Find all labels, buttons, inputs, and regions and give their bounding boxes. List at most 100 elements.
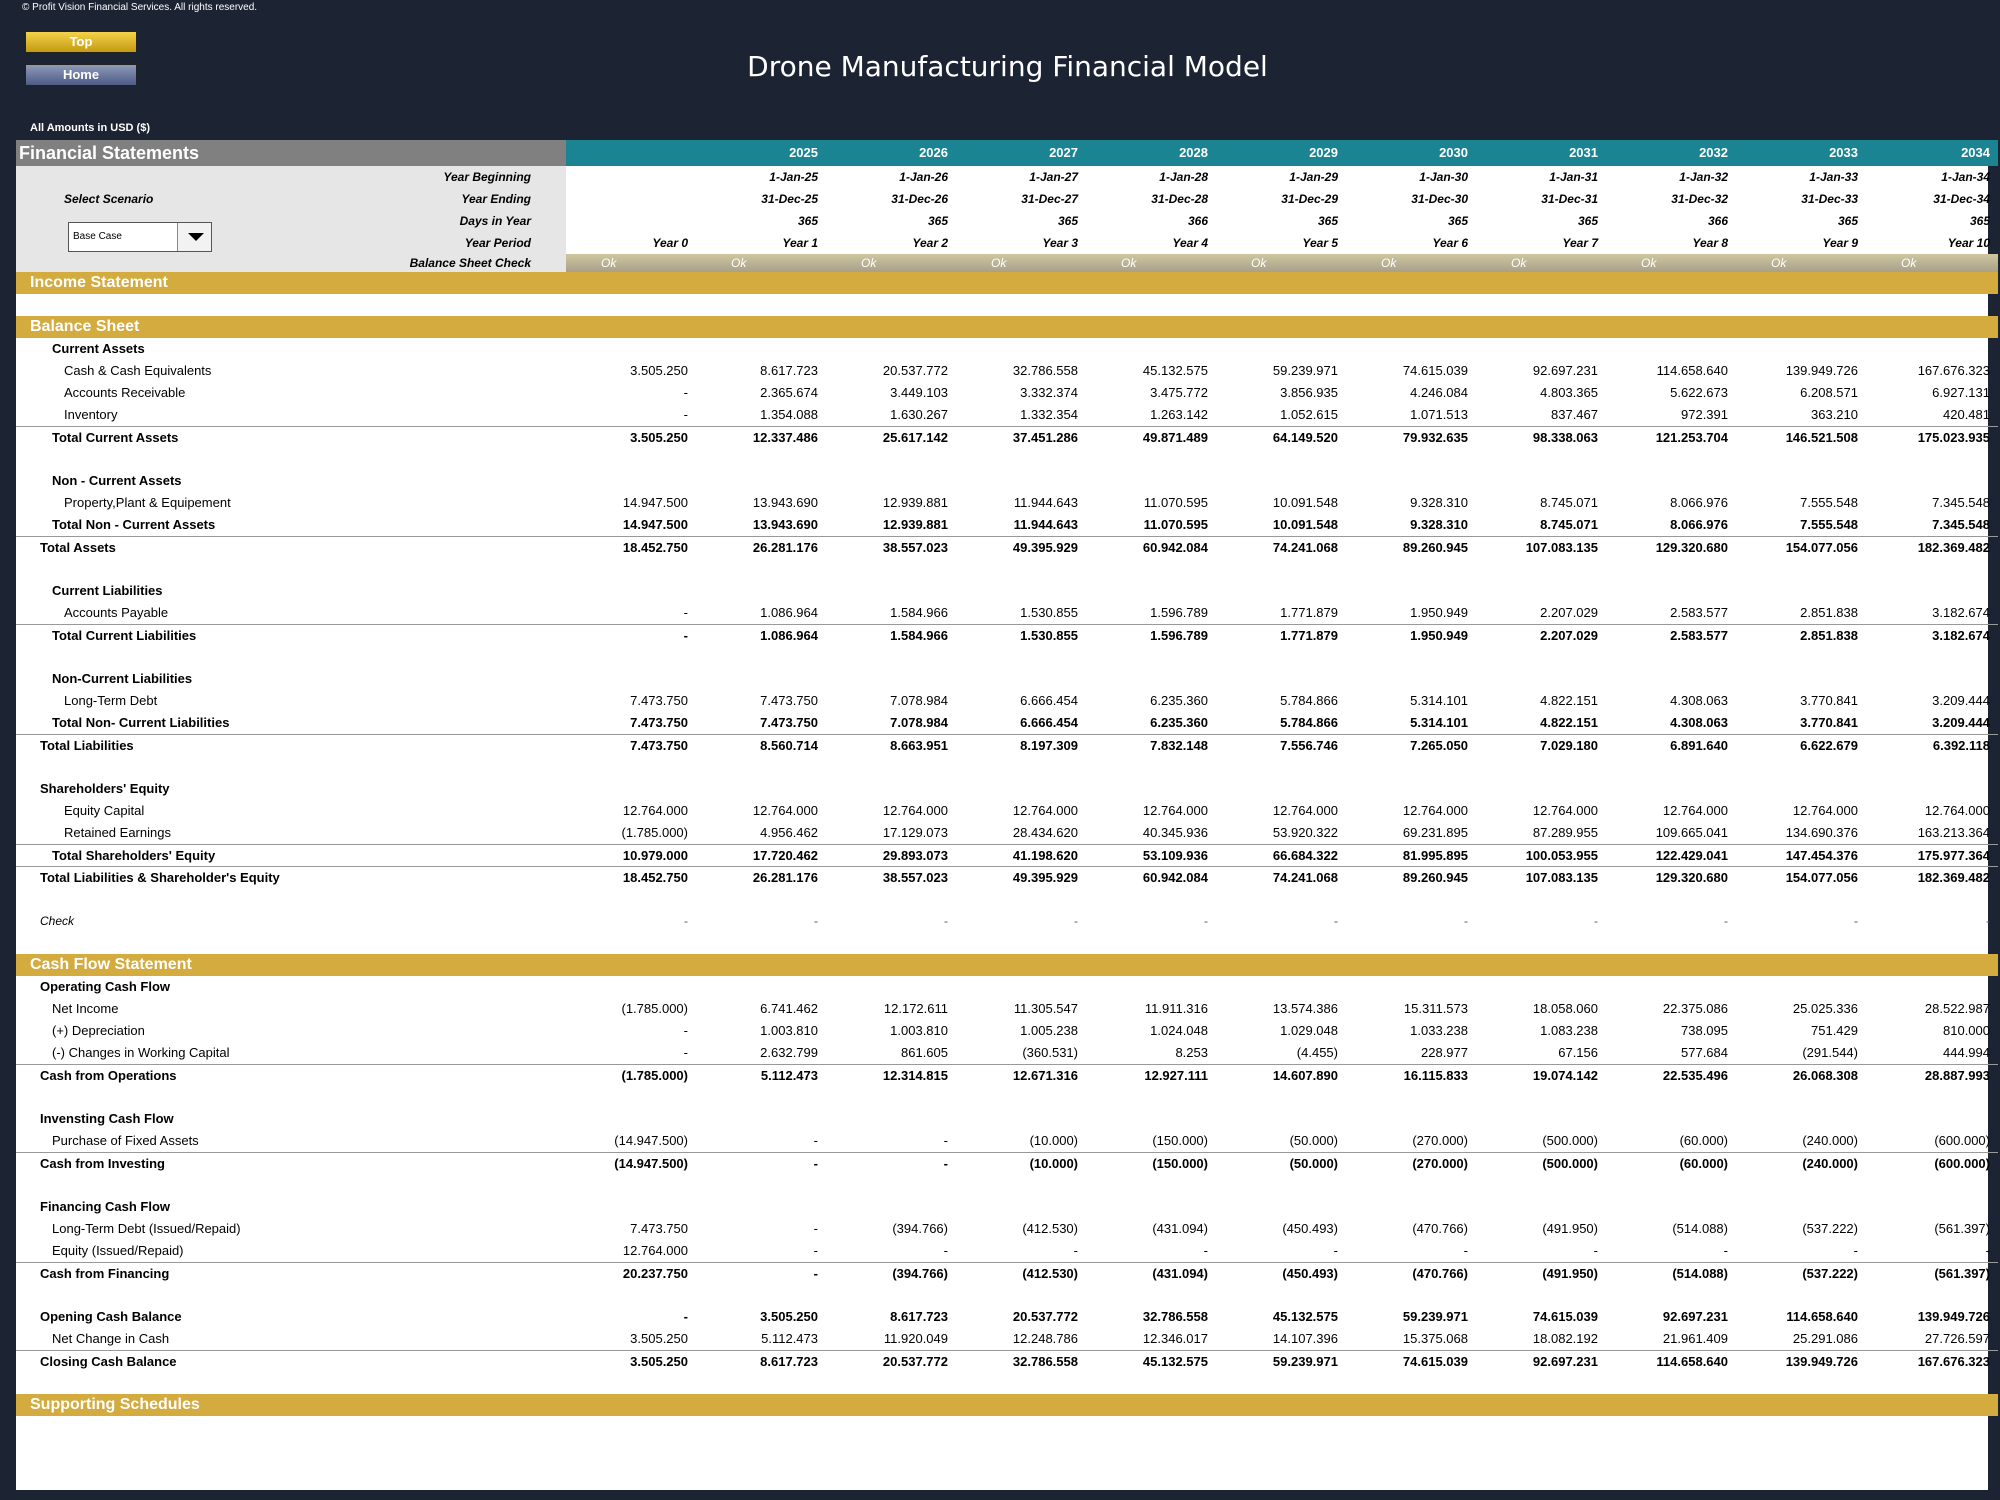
info-row-value: 31-Dec-34: [1933, 192, 1990, 206]
line-item-label: Equity Capital: [64, 803, 145, 818]
line-item-value: 12.764.000: [622, 1243, 688, 1258]
line-item-value: 2.207.029: [1540, 605, 1598, 620]
line-item-value: 7.078.984: [890, 693, 948, 708]
line-item-value: 1.584.966: [826, 624, 956, 646]
line-item-value: [1866, 470, 1998, 492]
line-item-value: (600.000): [1866, 1152, 1998, 1174]
line-item-value: 5.112.473: [696, 1064, 826, 1086]
line-item-value: 154.077.056: [1736, 866, 1866, 888]
line-item-value: 6.235.360: [1150, 693, 1208, 708]
line-item-value: 7.473.750: [760, 693, 818, 708]
line-item-value: [1346, 668, 1476, 690]
line-item-value: 134.690.376: [1785, 825, 1858, 840]
line-item-value: -: [943, 1243, 948, 1258]
info-row-value: 365: [1837, 214, 1858, 228]
line-item-value: (10.000): [956, 1152, 1086, 1174]
line-item-value: (412.530): [1022, 1221, 1078, 1236]
info-row-value: 31-Dec-30: [1411, 192, 1468, 206]
line-item-value: [1606, 976, 1736, 998]
line-item-value: 74.615.039: [1402, 363, 1468, 378]
line-item-value: [1216, 668, 1346, 690]
home-button[interactable]: Home: [25, 64, 137, 86]
line-item-value: 444.994: [1943, 1045, 1990, 1060]
line-item-value: 18.058.060: [1532, 1001, 1598, 1016]
line-item-value: 1.071.513: [1410, 407, 1468, 422]
line-item-value: 41.198.620: [956, 844, 1086, 866]
blank-row: [16, 1086, 1998, 1108]
line-item-value: 8.663.951: [826, 734, 956, 756]
line-item-value: 53.109.936: [1086, 844, 1216, 866]
line-item-value: (537.222): [1802, 1221, 1858, 1236]
line-item-value: 9.328.310: [1410, 517, 1468, 532]
line-item-value: [1216, 580, 1346, 602]
line-item-value: -: [566, 624, 696, 646]
line-item-value: -: [684, 914, 688, 928]
chevron-down-icon[interactable]: [177, 223, 211, 251]
line-item-value: [1346, 1108, 1476, 1130]
line-item-value: [826, 1108, 956, 1130]
line-item-value: 16.115.833: [1346, 1064, 1476, 1086]
line-item-value: 8.617.723: [760, 363, 818, 378]
line-item-value: 6.235.360: [1150, 715, 1208, 730]
balance-check-ok: Ok: [956, 254, 1086, 272]
line-item-value: (150.000): [1152, 1133, 1208, 1148]
line-item-value: -: [696, 1262, 826, 1284]
line-item-value: 15.375.068: [1402, 1331, 1468, 1346]
line-item-value: -: [1073, 1243, 1078, 1258]
line-item-value: 7.345.548: [1932, 495, 1990, 510]
line-item-value: 7.078.984: [890, 715, 948, 730]
info-row-value: 365: [927, 214, 948, 228]
balance-check-ok: Ok: [566, 254, 696, 272]
line-item-value: 32.786.558: [956, 1350, 1086, 1372]
line-item-label: Current Assets: [52, 341, 145, 356]
line-item-value: 13.574.386: [1272, 1001, 1338, 1016]
line-item-value: 1.003.810: [890, 1023, 948, 1038]
line-item-label: Purchase of Fixed Assets: [52, 1133, 199, 1148]
line-item-value: 11.305.547: [1013, 1001, 1078, 1016]
income-statement-section: Income Statement: [16, 272, 1998, 294]
info-row-value: Year 7: [1562, 236, 1598, 250]
line-item-value: -: [1463, 1243, 1468, 1258]
line-item-label: Cash from Financing: [16, 1262, 566, 1284]
line-item-value: 1.584.966: [890, 605, 948, 620]
line-item-value: 5.314.101: [1410, 715, 1468, 730]
line-item-value: 12.764.000: [1532, 803, 1598, 818]
line-item-value: 4.803.365: [1540, 385, 1598, 400]
line-item-value: 11.944.643: [1013, 495, 1078, 510]
top-button[interactable]: Top: [25, 31, 137, 53]
line-item-value: [1476, 470, 1606, 492]
line-item-value: 3.770.841: [1800, 693, 1858, 708]
balance-sheet-check-label: Balance Sheet Check: [16, 254, 566, 272]
line-item-value: -: [683, 1045, 688, 1060]
line-item-value: 107.083.135: [1476, 866, 1606, 888]
line-item-value: 139.949.726: [1917, 1309, 1990, 1324]
financial-statements-grid: Financial Statements 2025 2026 2027 2028 2029…: [16, 140, 1998, 1416]
line-item-value: [696, 338, 826, 360]
info-row-value: 1-Jan-28: [1159, 170, 1208, 184]
line-item-value: 1.630.267: [890, 407, 948, 422]
line-item-value: (514.088): [1606, 1262, 1736, 1284]
line-item-value: -: [683, 385, 688, 400]
blank-row: [16, 448, 1998, 470]
line-item-value: 12.314.815: [826, 1064, 956, 1086]
line-item-value: 20.537.772: [826, 1350, 956, 1372]
line-item-value: [1086, 338, 1216, 360]
scenario-dropdown[interactable]: Base Case: [68, 222, 212, 252]
line-item-value: [1086, 1108, 1216, 1130]
line-item-value: 5.314.101: [1410, 693, 1468, 708]
line-item-value: -: [683, 1023, 688, 1038]
line-item-value: -: [813, 1221, 818, 1236]
line-item-value: 18.452.750: [566, 536, 696, 558]
line-item-value: 49.871.489: [1086, 426, 1216, 448]
info-row-value: 366: [1187, 214, 1208, 228]
line-item-value: [1086, 470, 1216, 492]
line-item-value: 1.024.048: [1150, 1023, 1208, 1038]
info-row-value: 365: [1969, 214, 1990, 228]
line-item-label: Total Liabilities & Shareholder's Equity: [16, 866, 566, 888]
line-item-value: 12.346.017: [1142, 1331, 1208, 1346]
amounts-currency-note: All Amounts in USD ($): [30, 122, 150, 134]
line-item-value: 8.617.723: [890, 1309, 948, 1324]
line-item-label: Total Current Assets: [16, 426, 566, 448]
line-item-value: [1606, 778, 1736, 800]
line-item-value: [1476, 778, 1606, 800]
